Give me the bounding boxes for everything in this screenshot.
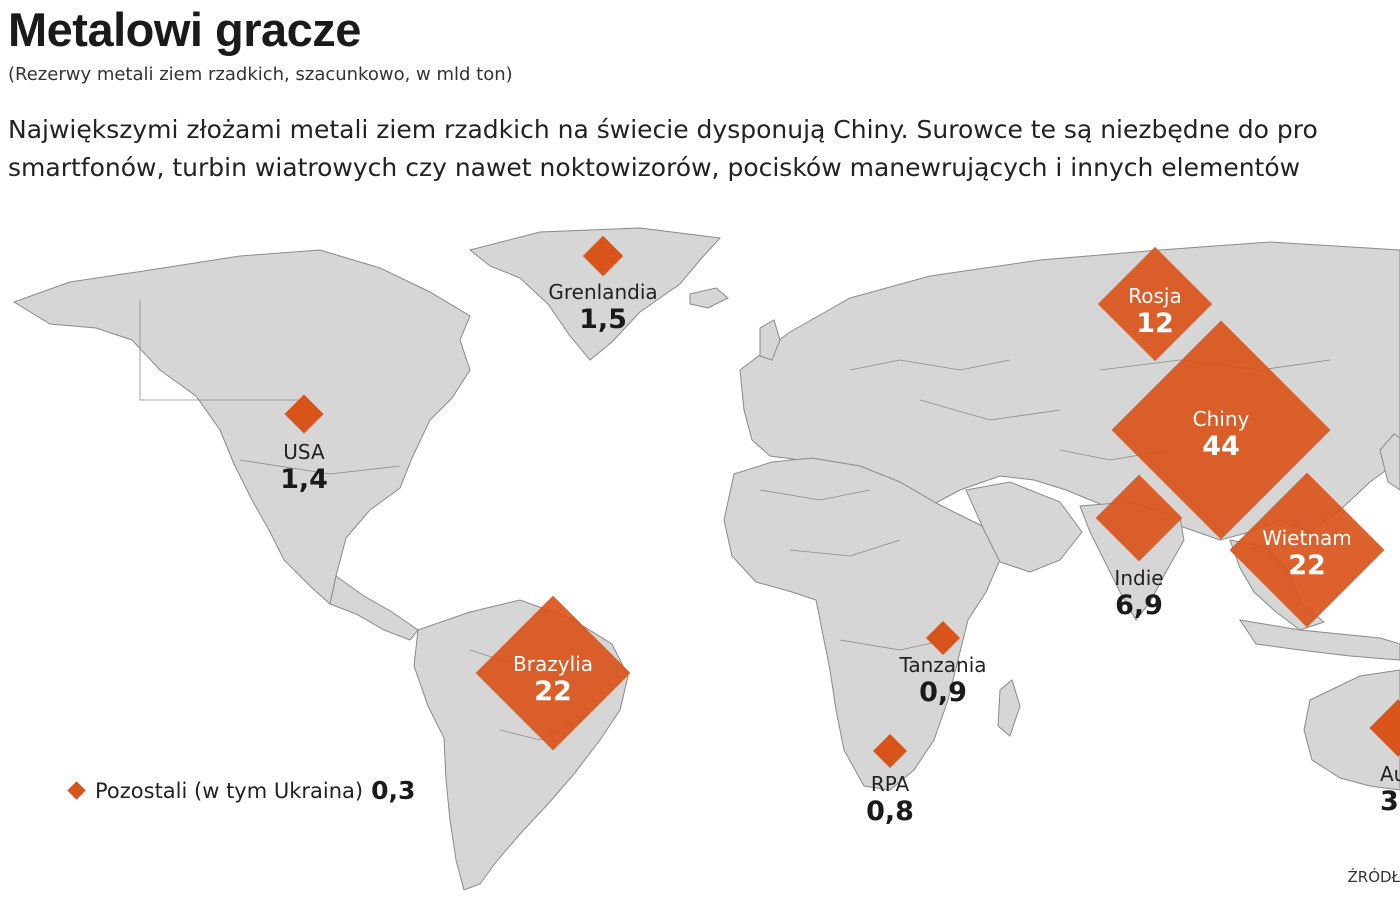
marker-label-indie: Indie 6,9 <box>1114 566 1163 622</box>
landmass-australia <box>1303 669 1400 791</box>
legend-label: Pozostali (w tym Ukraina) <box>95 778 364 803</box>
marker-diamond-usa <box>284 394 324 434</box>
country-name-chiny: Chiny <box>1192 407 1250 431</box>
landmass-uk <box>759 319 781 361</box>
map-title: Metalowi gracze <box>8 3 361 56</box>
lead-paragraph: Największymi złożami metali ziem rzadkic… <box>8 111 1400 187</box>
marker-label-rosja: Rosja 12 <box>1128 284 1181 340</box>
country-value-wietnam: 22 <box>1288 550 1326 581</box>
lead-line-1: Największymi złożami metali ziem rzadkic… <box>8 115 1318 144</box>
landmass-madagascar <box>997 679 1021 737</box>
country-name-usa: USA <box>283 440 325 464</box>
landmass-arabia <box>965 481 1083 573</box>
marker-diamond-wietnam <box>1229 472 1385 628</box>
marker-diamond-chiny <box>1111 320 1331 540</box>
legend: Pozostali (w tym Ukraina) 0,3 <box>67 776 416 805</box>
marker-label-rpa: RPA 0,8 <box>866 772 914 828</box>
world-map <box>12 227 1400 891</box>
source-credit: ŹRÓDŁ <box>1347 868 1400 886</box>
country-name-indie: Indie <box>1114 566 1164 590</box>
country-value-australia: 3 <box>1380 786 1399 817</box>
marker-shapes <box>284 235 1400 768</box>
landmass-japan <box>1379 433 1400 491</box>
marker-label-grenlandia: Grenlandia 1,5 <box>548 280 657 336</box>
marker-diamond-rpa <box>873 734 907 768</box>
country-name-grenlandia: Grenlandia <box>548 280 658 304</box>
landmass-iceland <box>689 287 729 309</box>
marker-label-usa: USA 1,4 <box>280 440 328 496</box>
marker-diamond-rosja <box>1097 246 1213 362</box>
landmass-indonesia <box>1238 619 1400 661</box>
country-name-rosja: Rosja <box>1128 284 1182 308</box>
country-name-tanzania: Tanzania <box>899 653 987 677</box>
landmass-central-america <box>329 575 419 641</box>
landmass-greenland <box>468 227 722 361</box>
diamond-icon <box>67 781 86 800</box>
marker-label-brazylia: Brazylia 22 <box>513 652 593 708</box>
lead-line-2: smartfonów, turbin wiatrowych czy nawet … <box>8 153 1301 182</box>
country-value-chiny: 44 <box>1202 431 1240 462</box>
map-subtitle: (Rezerwy metali ziem rzadkich, szacunkow… <box>8 64 513 85</box>
country-value-indie: 6,9 <box>1115 590 1163 621</box>
marker-diamond-australia <box>1369 699 1400 757</box>
country-name-australia: Aust <box>1380 762 1400 786</box>
marker-label-australia: Aust 3 <box>1380 762 1400 818</box>
country-name-wietnam: Wietnam <box>1262 526 1352 550</box>
country-name-rpa: RPA <box>870 772 910 796</box>
country-value-rosja: 12 <box>1136 308 1174 339</box>
marker-diamond-indie <box>1095 474 1183 562</box>
country-value-brazylia: 22 <box>534 676 572 707</box>
landmass-africa <box>723 457 1001 791</box>
country-value-tanzania: 0,9 <box>919 677 967 708</box>
marker-label-wietnam: Wietnam 22 <box>1262 526 1351 582</box>
marker-label-chiny: Chiny 44 <box>1193 407 1250 463</box>
country-value-rpa: 0,8 <box>866 796 914 827</box>
landmass-north-america <box>12 249 471 605</box>
country-value-grenlandia: 1,5 <box>579 304 627 335</box>
legend-value: 0,3 <box>371 776 416 805</box>
marker-diamond-tanzania <box>926 621 960 655</box>
marker-label-tanzania: Tanzania 0,9 <box>899 653 986 709</box>
marker-diamond-grenlandia <box>582 235 624 277</box>
country-value-usa: 1,4 <box>280 464 328 495</box>
country-name-brazylia: Brazylia <box>513 652 593 676</box>
marker-diamond-brazylia <box>475 595 631 751</box>
